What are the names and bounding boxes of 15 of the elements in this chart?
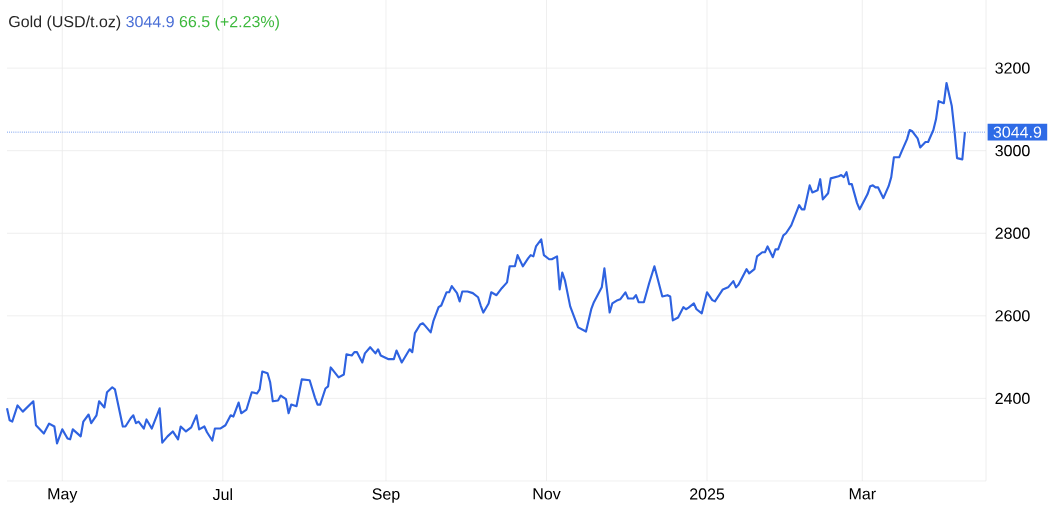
x-tick-label: Jul xyxy=(212,488,232,501)
x-tick-label: Nov xyxy=(533,488,561,500)
y-tick-label: 3000 xyxy=(995,145,1030,157)
y-tick-label: 3200 xyxy=(995,62,1030,74)
y-tick-label: 2800 xyxy=(995,227,1030,239)
text: Gold (USD/t.oz) xyxy=(9,15,121,31)
x-tick-label: May xyxy=(48,488,78,503)
x-tick-label: 2025 xyxy=(690,488,725,500)
annotation: 3044.9 xyxy=(126,15,174,28)
x-tick-label: Sep xyxy=(372,488,400,503)
y-tick-label: 2400 xyxy=(995,392,1030,405)
y-tick-label: 2600 xyxy=(995,310,1030,322)
x-tick-label: Mar xyxy=(849,488,876,500)
annotation: 66.5 (+2.23%) xyxy=(179,15,279,31)
ref-line-label: 3044.9 xyxy=(993,126,1042,138)
